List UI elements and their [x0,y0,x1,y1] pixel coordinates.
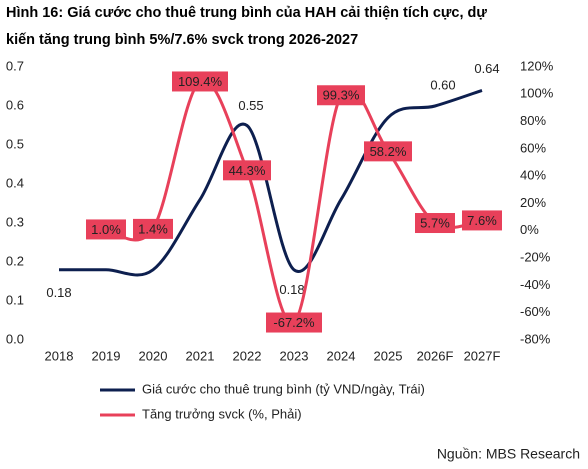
data-label: 0.55 [238,98,263,113]
chart-title: Hình 16: Giá cước cho thuê trung bình củ… [6,5,487,21]
y2-tick-label: 80% [520,113,546,128]
data-label: 109.4% [178,74,223,89]
x-tick-label: 2019 [92,348,121,363]
line [59,88,483,277]
label-box [266,312,322,333]
data-label: 0.18 [279,282,304,297]
x-tick-label: 2027F [464,348,501,363]
x-tick-label: 2018 [45,348,74,363]
x-tick-label: 2024 [327,348,356,363]
data-label: 7.6% [467,213,497,228]
label-box [364,141,412,162]
y2-tick-label: -60% [520,304,551,319]
label-box [415,213,455,234]
legend-label: Giá cước cho thuê trung bình (tỷ VND/ngà… [142,381,425,396]
y-tick-label: 0.0 [6,331,24,346]
x-tick-label: 2023 [280,348,309,363]
y2-tick-label: 60% [520,140,546,155]
y-tick-label: 0.5 [6,136,24,151]
label-box [223,160,271,181]
data-label: 99.3% [323,88,360,103]
source: Nguồn: MBS Research [437,446,580,462]
data-label: 1.4% [138,221,168,236]
x-tick-label: 2025 [374,348,403,363]
chart-title: kiến tăng trung bình 5%/7.6% svck trong … [6,32,358,48]
y-tick-label: 0.3 [6,214,24,229]
data-label: 58.2% [370,144,407,159]
y2-tick-label: 40% [520,168,546,183]
data-label: 0.60 [430,77,455,92]
x-tick-label: 2021 [186,348,215,363]
y-tick-label: 0.4 [6,175,24,190]
data-label: 0.18 [46,285,71,300]
label-box [172,71,228,92]
y2-tick-label: 120% [520,58,554,73]
data-label: 1.0% [91,222,121,237]
y-tick-label: 0.7 [6,58,24,73]
y2-tick-label: 100% [520,86,554,101]
data-label: 0.64 [474,61,499,76]
y2-tick-label: -80% [520,331,551,346]
y2-tick-label: -20% [520,250,551,265]
label-box [462,210,502,231]
x-tick-label: 2026F [417,348,454,363]
data-label: 44.3% [229,163,266,178]
data-label: -67.2% [273,315,315,330]
x-tick-label: 2020 [139,348,168,363]
legend-label: Tăng trưởng svck (%, Phải) [142,406,302,421]
y2-tick-label: 20% [520,195,546,210]
label-box [317,85,365,106]
y-tick-label: 0.2 [6,253,24,268]
y2-tick-label: -40% [520,277,551,292]
x-tick-label: 2022 [233,348,262,363]
data-label: 5.7% [420,215,450,230]
y-tick-label: 0.1 [6,292,24,307]
label-box [86,219,126,240]
y-tick-label: 0.6 [6,97,24,112]
label-box [133,218,173,239]
y2-tick-label: 0% [520,222,539,237]
